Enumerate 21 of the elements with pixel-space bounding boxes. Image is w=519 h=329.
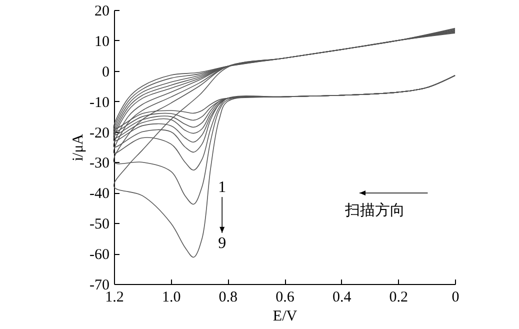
x-tick-label: 0 [452, 290, 460, 306]
y-tick-label: -20 [90, 125, 110, 142]
y-tick-label: -50 [90, 216, 110, 233]
annotation: 1 [218, 179, 226, 196]
x-tick-label: 0.4 [332, 290, 352, 306]
x-tick-label: 0.2 [389, 290, 408, 306]
x-tick-label: 0.6 [276, 290, 295, 306]
y-tick-label: 20 [94, 4, 110, 20]
x-tick-label: 1.2 [105, 290, 124, 306]
y-tick-label: -60 [90, 247, 110, 264]
y-tick-label: -30 [90, 156, 110, 172]
x-axis-title: E/V [272, 308, 298, 324]
x-tick-label: 0.8 [218, 290, 238, 306]
annotation: 扫描方向 [344, 201, 405, 220]
x-tick-label: 1.0 [162, 290, 181, 306]
y-axis-title: i/μA [70, 134, 87, 162]
y-tick-label: -10 [90, 94, 110, 111]
y-tick-label: -40 [90, 186, 110, 202]
annotation: 9 [218, 234, 226, 252]
y-tick-label: 10 [94, 34, 110, 50]
y-tick-label: 0 [102, 64, 110, 80]
